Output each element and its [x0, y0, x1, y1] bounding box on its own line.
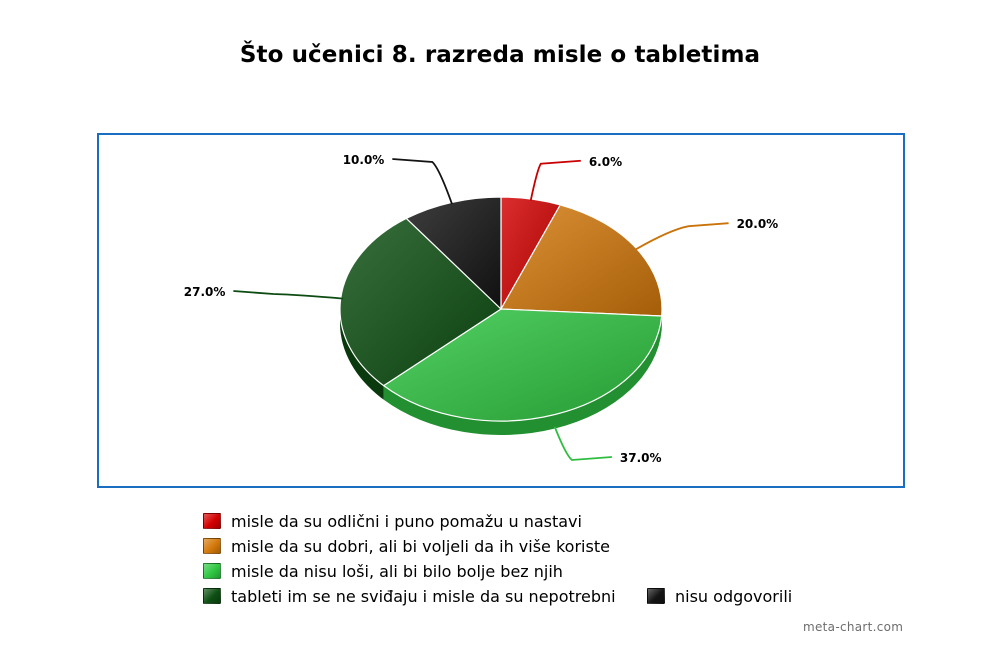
leader-line [634, 222, 729, 251]
legend-swatch [203, 563, 221, 579]
value-label: 10.0% [343, 153, 385, 167]
leader-line [553, 426, 612, 461]
legend: misle da su odlični i puno pomažu u nast… [203, 511, 903, 611]
legend-label: misle da su odlični i puno pomažu u nast… [231, 511, 582, 531]
leader-line [233, 290, 344, 300]
legend-swatch [647, 588, 665, 604]
legend-item-dobri: misle da su dobri, ali bi voljeli da ih … [203, 536, 610, 556]
value-label: 37.0% [620, 451, 662, 465]
leader-line [529, 159, 581, 201]
chart-title: Što učenici 8. razreda misle o tabletima [239, 42, 761, 68]
legend-swatch [203, 538, 221, 554]
value-label: 6.0% [589, 155, 622, 169]
legend-item-nisu-losi: misle da nisu loši, ali bi bilo bolje be… [203, 561, 563, 581]
leader-line [392, 158, 453, 205]
legend-item-nisu-odgovorili: nisu odgovorili [647, 586, 792, 606]
watermark: meta-chart.com [803, 620, 904, 634]
legend-swatch [203, 513, 221, 529]
legend-item-nepotrebni: tableti im se ne sviđaju i misle da su n… [203, 586, 616, 606]
legend-swatch [203, 588, 221, 604]
legend-label: misle da nisu loši, ali bi bilo bolje be… [231, 561, 563, 581]
value-label: 20.0% [737, 217, 779, 231]
pie-slice [383, 308, 663, 422]
leader-lines-group [233, 158, 729, 461]
legend-label: tableti im se ne sviđaju i misle da su n… [231, 586, 616, 606]
legend-label: nisu odgovorili [675, 586, 793, 606]
pie-chart: 6.0% 20.0% 37.0% 27.0% 10.0% [184, 153, 778, 465]
pie-slice-side [383, 316, 662, 436]
legend-item-odlicni: misle da su odlični i puno pomažu u nast… [203, 511, 582, 531]
pie-slices-group [339, 196, 663, 422]
value-labels-group: 6.0% 20.0% 37.0% 27.0% 10.0% [184, 153, 778, 465]
value-label: 27.0% [184, 285, 226, 299]
plot-area: 6.0% 20.0% 37.0% 27.0% 10.0% [97, 133, 905, 488]
legend-label: misle da su dobri, ali bi voljeli da ih … [231, 536, 610, 556]
